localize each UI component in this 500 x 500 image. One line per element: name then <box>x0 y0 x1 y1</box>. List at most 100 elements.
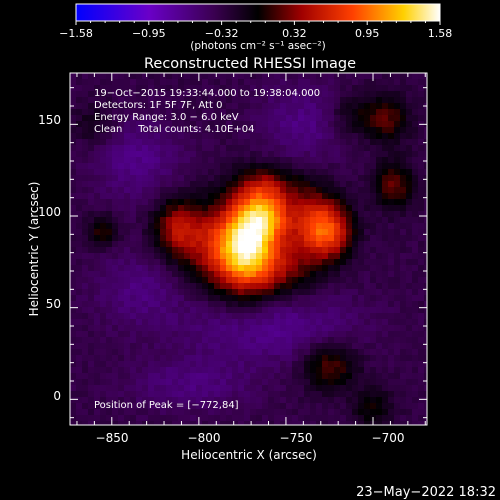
heatmap-cell <box>340 247 346 253</box>
heatmap-cell <box>316 325 322 331</box>
heatmap-cell <box>136 385 142 391</box>
heatmap-cell <box>148 223 154 229</box>
x-axis-label: Heliocentric X (arcsec) <box>181 448 317 462</box>
x-tick-label: −850 <box>96 431 129 445</box>
heatmap-cell <box>346 397 352 403</box>
heatmap-cell <box>94 379 100 385</box>
heatmap-cell <box>76 229 82 235</box>
heatmap-cell <box>184 79 190 85</box>
heatmap-cell <box>130 175 136 181</box>
heatmap-cell <box>226 325 232 331</box>
heatmap-cell <box>190 349 196 355</box>
heatmap-cell <box>238 391 244 397</box>
heatmap-cell <box>196 373 202 379</box>
heatmap-cell <box>214 361 220 367</box>
heatmap-cell <box>208 229 214 235</box>
heatmap-cell <box>136 283 142 289</box>
heatmap-cell <box>208 367 214 373</box>
heatmap-cell <box>232 277 238 283</box>
heatmap-cell <box>352 343 358 349</box>
heatmap-cell <box>190 331 196 337</box>
heatmap-cell <box>400 121 406 127</box>
heatmap-cell <box>256 217 262 223</box>
heatmap-cell <box>220 187 226 193</box>
heatmap-cell <box>100 241 106 247</box>
heatmap-cell <box>166 307 172 313</box>
heatmap-cell <box>88 157 94 163</box>
heatmap-cell <box>298 121 304 127</box>
heatmap-cell <box>196 277 202 283</box>
heatmap-cell <box>268 403 274 409</box>
heatmap-cell <box>370 127 376 133</box>
heatmap-cell <box>160 187 166 193</box>
heatmap-cell <box>244 175 250 181</box>
heatmap-cell <box>322 259 328 265</box>
heatmap-cell <box>406 325 412 331</box>
heatmap-cell <box>346 235 352 241</box>
heatmap-cell <box>148 79 154 85</box>
heatmap-cell <box>358 133 364 139</box>
colorbar-tick-label: −0.95 <box>132 27 166 40</box>
heatmap-cell <box>292 175 298 181</box>
heatmap-cell <box>250 319 256 325</box>
heatmap-cell <box>166 349 172 355</box>
heatmap-cell <box>124 343 130 349</box>
heatmap-cell <box>88 103 94 109</box>
heatmap-cell <box>418 253 424 259</box>
heatmap-cell <box>412 259 418 265</box>
heatmap-cell <box>136 145 142 151</box>
heatmap-cell <box>166 367 172 373</box>
heatmap-cell <box>382 319 388 325</box>
heatmap-cell <box>100 283 106 289</box>
heatmap-cell <box>388 421 394 425</box>
heatmap-cell <box>310 307 316 313</box>
heatmap-cell <box>154 421 160 425</box>
heatmap-cell <box>106 181 112 187</box>
info-detectors: Detectors: 1F 5F 7F, Att 0 <box>94 100 222 111</box>
heatmap-cell <box>232 121 238 127</box>
heatmap-cell <box>376 175 382 181</box>
heatmap-cell <box>172 199 178 205</box>
heatmap-cell <box>286 379 292 385</box>
heatmap-cell <box>178 403 184 409</box>
heatmap-cell <box>316 205 322 211</box>
heatmap-cell <box>226 115 232 121</box>
heatmap-cell <box>148 397 154 403</box>
heatmap-cell <box>226 193 232 199</box>
heatmap-cell <box>172 349 178 355</box>
heatmap-cell <box>124 163 130 169</box>
heatmap-cell <box>376 241 382 247</box>
heatmap-cell <box>88 379 94 385</box>
heatmap-cell <box>154 277 160 283</box>
heatmap-cell <box>232 355 238 361</box>
heatmap-cell <box>136 205 142 211</box>
heatmap-cell <box>94 343 100 349</box>
heatmap-cell <box>142 391 148 397</box>
heatmap-cell <box>352 193 358 199</box>
heatmap-cell <box>268 181 274 187</box>
heatmap-cell <box>250 373 256 379</box>
heatmap-cell <box>370 193 376 199</box>
heatmap-cell <box>280 259 286 265</box>
heatmap-cell <box>94 307 100 313</box>
heatmap-cell <box>82 121 88 127</box>
heatmap-cell <box>334 199 340 205</box>
heatmap-cell <box>166 343 172 349</box>
heatmap-cell <box>112 73 118 79</box>
heatmap-cell <box>166 379 172 385</box>
heatmap-cell <box>70 337 76 343</box>
heatmap-cell <box>406 403 412 409</box>
heatmap-cell <box>274 181 280 187</box>
heatmap-cell <box>88 259 94 265</box>
heatmap-cell <box>370 97 376 103</box>
heatmap-cell <box>280 361 286 367</box>
heatmap-cell <box>202 421 208 425</box>
heatmap-cell <box>274 223 280 229</box>
heatmap-cell <box>352 313 358 319</box>
heatmap-cell <box>112 85 118 91</box>
heatmap-cell <box>250 313 256 319</box>
heatmap-cell <box>112 223 118 229</box>
heatmap-cell <box>322 163 328 169</box>
heatmap-cell <box>394 205 400 211</box>
heatmap-cell <box>400 331 406 337</box>
